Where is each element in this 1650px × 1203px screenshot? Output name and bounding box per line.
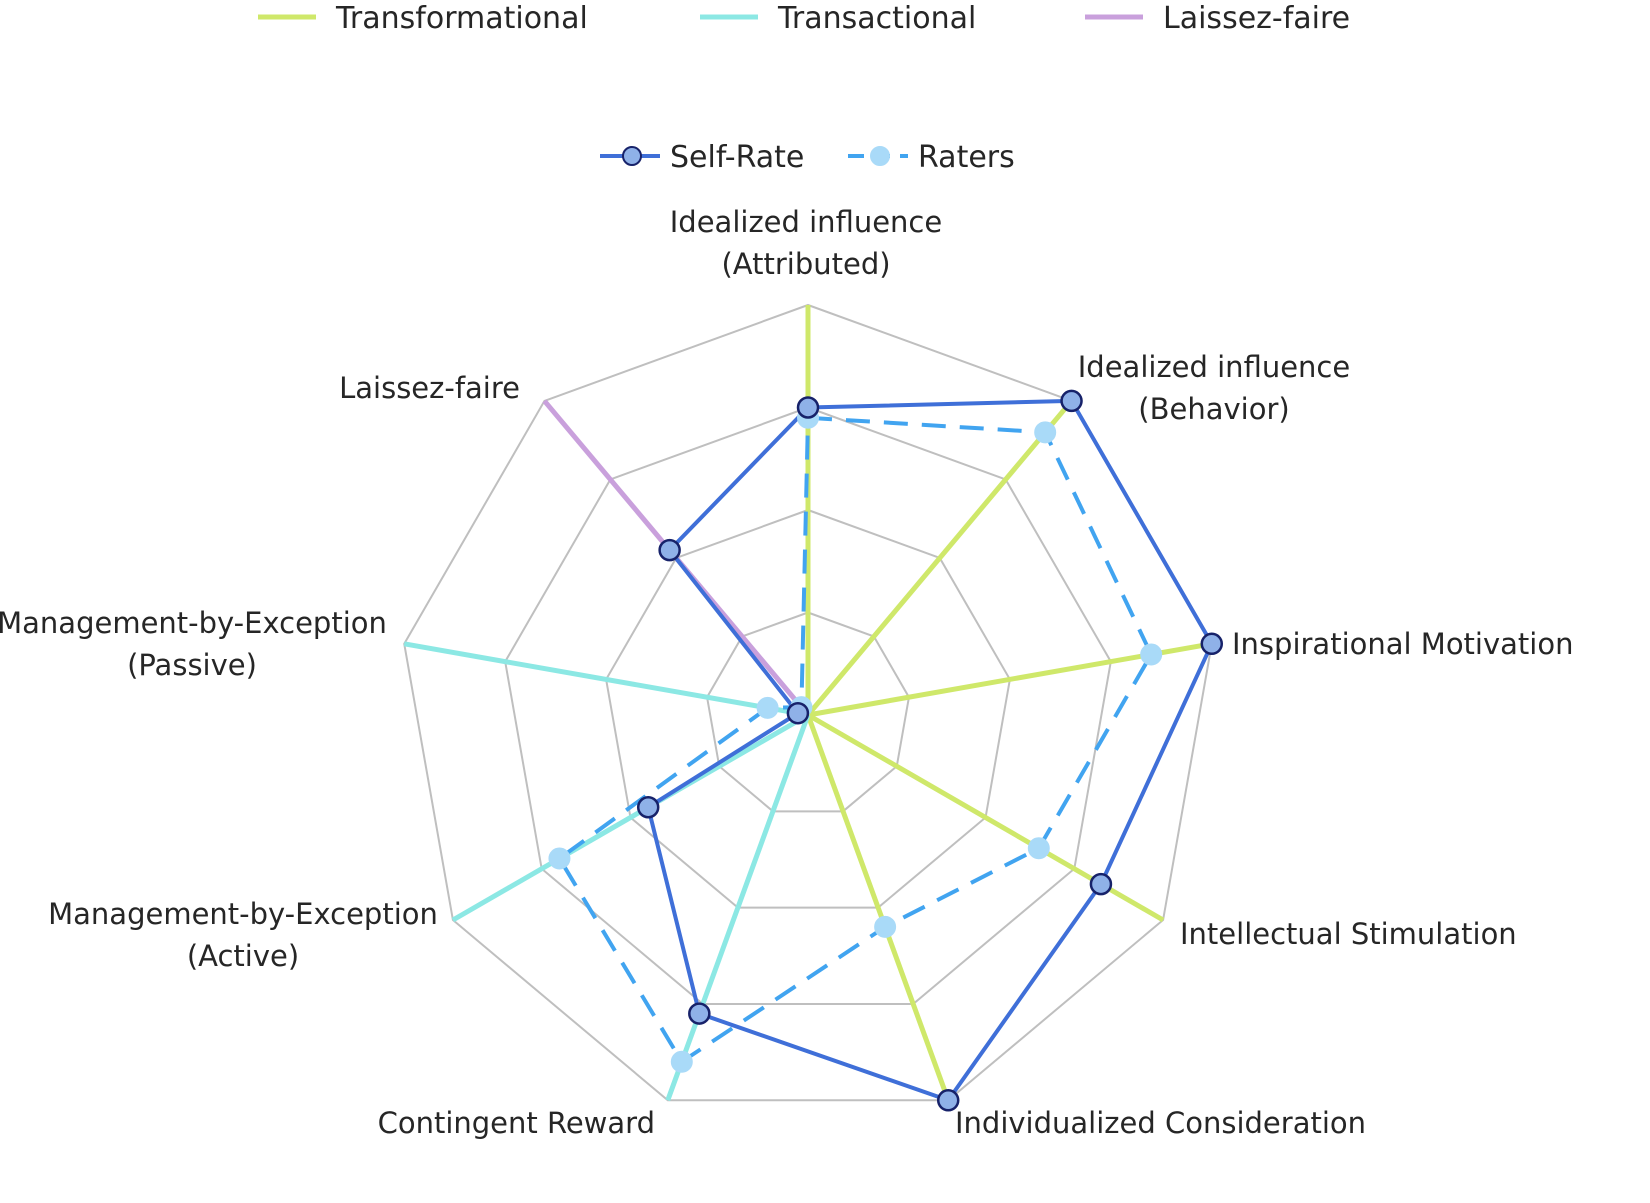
point-self-rate-laissez-faire bbox=[658, 538, 681, 562]
point-self-rate-management-by-exception-passive bbox=[786, 701, 810, 725]
series-markers bbox=[548, 389, 1224, 1112]
point-raters-individualized-consideration bbox=[874, 915, 897, 938]
legend-label-laissez-faire: Laissez-faire bbox=[1163, 1, 1350, 36]
axis-label-management-by-exception-active-line2: (Active) bbox=[187, 939, 299, 973]
point-raters-contingent-reward bbox=[670, 1050, 693, 1073]
group-spoke-management-by-exception-passive bbox=[403, 641, 809, 718]
grid-ring-2 bbox=[605, 508, 1011, 909]
grid-ring-1 bbox=[706, 611, 910, 813]
point-raters-idealized-influence-behavior bbox=[1034, 421, 1057, 444]
legend-label-transactional: Transactional bbox=[777, 1, 976, 36]
point-raters-intellectual-stimulation bbox=[1027, 837, 1050, 860]
point-raters-management-by-exception-passive bbox=[756, 696, 779, 719]
point-raters-management-by-exception-active bbox=[548, 847, 571, 870]
axis-label-contingent-reward: Contingent Reward bbox=[378, 1106, 655, 1140]
grid-ring-3 bbox=[504, 406, 1112, 1005]
group-legend: Transformational Transactional Laissez-fai… bbox=[258, 1, 1350, 36]
point-raters-inspirational-motivation bbox=[1140, 643, 1163, 666]
point-self-rate-management-by-exception-active bbox=[636, 796, 660, 819]
point-self-rate-individualized-consideration bbox=[936, 1089, 960, 1112]
group-spoke-idealized-influence-behavior bbox=[806, 399, 1074, 717]
axis-label-idealized-influence-attributed-line2: (Attributed) bbox=[721, 247, 890, 281]
series-legend: Self-Rate Raters bbox=[600, 140, 1015, 175]
point-self-rate-idealized-influence-attributed bbox=[796, 396, 820, 419]
group-spoke-contingent-reward bbox=[665, 714, 811, 1102]
axis-label-management-by-exception-active: Management-by-Exception bbox=[48, 897, 438, 931]
series-lines bbox=[557, 398, 1214, 1103]
axis-label-idealized-influence-attributed: Idealized influence bbox=[670, 205, 942, 239]
legend-label-self-rate: Self-Rate bbox=[670, 140, 804, 175]
legend-label-transformational: Transformational bbox=[335, 1, 588, 36]
series-line-self-rate bbox=[646, 398, 1214, 1103]
group-spoke-management-by-exception-active bbox=[451, 712, 810, 923]
point-self-rate-idealized-influence-behavior bbox=[1060, 389, 1083, 413]
point-self-rate-contingent-reward bbox=[688, 1002, 711, 1025]
legend-marker-self-rate bbox=[622, 146, 642, 166]
point-self-rate-inspirational-motivation bbox=[1200, 632, 1224, 656]
axis-label-individualized-consideration: Individualized Consideration bbox=[955, 1106, 1366, 1140]
axis-labels: Idealized influence (Attributed) Idealized… bbox=[0, 205, 1573, 1140]
axis-label-laissez-faire: Laissez-faire bbox=[339, 371, 520, 405]
axis-label-management-by-exception-passive-line2: (Passive) bbox=[127, 648, 257, 682]
axis-label-inspirational-motivation: Inspirational Motivation bbox=[1232, 627, 1573, 661]
group-spoke-individualized-consideration bbox=[805, 714, 951, 1102]
axis-label-management-by-exception-passive: Management-by-Exception bbox=[0, 606, 387, 640]
axis-label-idealized-influence-behavior-line2: (Behavior) bbox=[1138, 392, 1289, 426]
axis-label-intellectual-stimulation: Intellectual Stimulation bbox=[1180, 917, 1517, 951]
axis-label-idealized-influence-behavior: Idealized influence bbox=[1078, 350, 1350, 384]
point-self-rate-intellectual-stimulation bbox=[1089, 872, 1113, 896]
legend-label-raters: Raters bbox=[918, 140, 1015, 175]
legend-marker-raters bbox=[870, 146, 890, 166]
series-line-raters bbox=[557, 415, 1154, 1064]
